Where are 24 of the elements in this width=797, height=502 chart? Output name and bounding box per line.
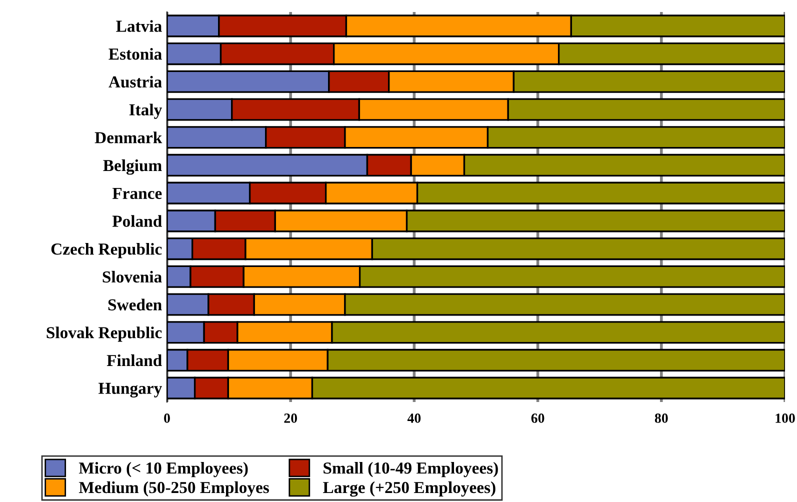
x-tick-label: 80	[654, 414, 668, 423]
y-tick-label: Poland	[112, 215, 162, 227]
y-tick-label: Austria	[108, 76, 162, 88]
y-tick-label: France	[112, 188, 162, 200]
legend-label: Medium (50-250 Employes	[78, 481, 269, 497]
y-tick-label: Estonia	[108, 48, 162, 60]
y-tick-label: Finland	[106, 354, 162, 366]
y-tick-label: Latvia	[116, 20, 162, 32]
x-tick-label: 60	[531, 414, 544, 423]
y-tick-label: Slovenia	[102, 270, 162, 283]
y-tick-label: Italy	[129, 104, 162, 119]
legend-label: Large (+250 Employees)	[323, 481, 496, 497]
x-tick-label: 0	[164, 414, 170, 423]
y-tick-label: Sweden	[108, 298, 162, 310]
y-tick-label: Denmark	[94, 132, 162, 144]
y-tick-label: Belgium	[103, 159, 162, 175]
y-tick-label: Hungary	[98, 382, 162, 398]
y-tick-label: Czech Republic	[51, 243, 162, 258]
x-tick-label: 100	[776, 414, 795, 423]
y-tick-label: Slovak Republic	[46, 326, 162, 342]
legend-label: Micro (< 10 Employees)	[78, 462, 248, 478]
legend-label: Small (10-49 Employees)	[324, 462, 498, 478]
x-tick-label: 20	[284, 414, 298, 423]
x-tick-label: 40	[407, 414, 421, 423]
